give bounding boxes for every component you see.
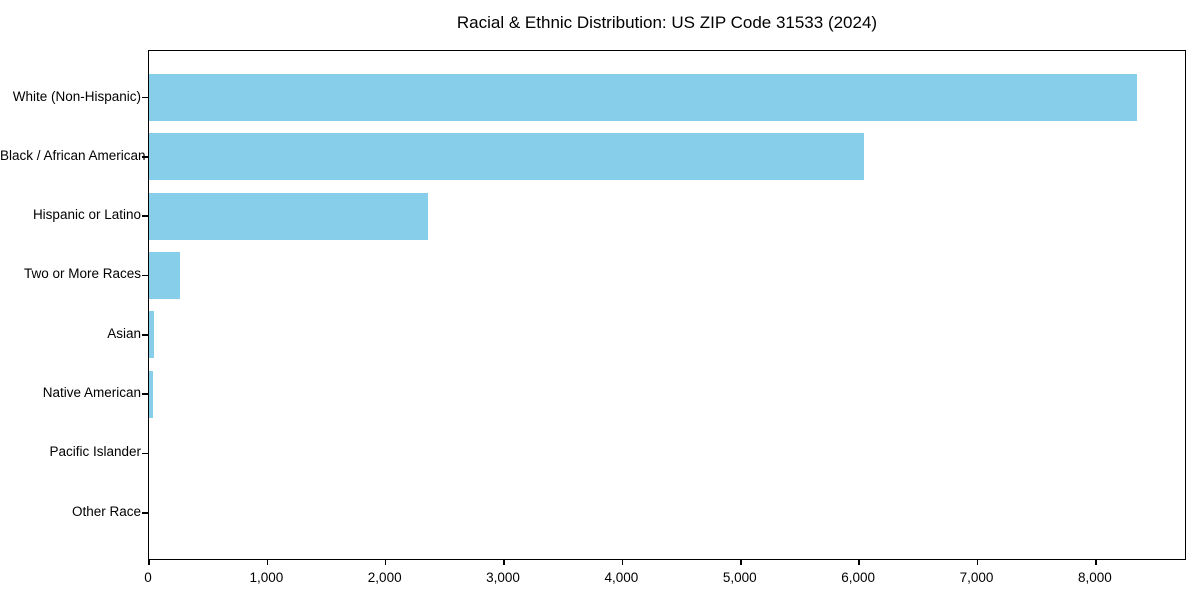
y-axis-tick (142, 274, 149, 277)
bar (149, 311, 154, 359)
plot-area (142, 50, 1186, 565)
x-axis-tick (858, 559, 860, 565)
x-tick-label: 3,000 (486, 570, 520, 585)
y-axis-tick (142, 215, 149, 217)
chart-title: Racial & Ethnic Distribution: US ZIP Cod… (456, 13, 878, 32)
x-axis-tick (621, 559, 624, 565)
y-axis-tick (142, 96, 149, 99)
x-axis-tick (740, 559, 742, 565)
y-axis-tick (142, 156, 149, 158)
y-tick-label: Two or More Races (23, 266, 141, 282)
y-axis-tick (142, 512, 149, 514)
y-tick-label: Black / African American (0, 147, 146, 163)
x-tick-label: 5,000 (722, 570, 757, 585)
y-tick-label: Asian (107, 325, 141, 341)
y-axis-tick (142, 334, 149, 336)
bar (149, 74, 1138, 121)
x-axis-tick (148, 559, 150, 565)
x-tick-label: 1,000 (249, 570, 284, 585)
bar (149, 251, 180, 299)
x-axis-tick (976, 559, 979, 565)
y-tick-label: Pacific Islander (49, 444, 141, 460)
x-axis-tick (384, 559, 387, 565)
y-axis-tick (142, 452, 149, 455)
x-tick-label: 0 (144, 570, 152, 585)
y-tick-label: Other Race (71, 503, 141, 519)
y-tick-label: White (Non-Hispanic) (12, 88, 141, 104)
x-axis-tick (266, 559, 269, 565)
bar (149, 133, 864, 181)
y-tick-label: Native American (42, 385, 141, 401)
y-axis-tick (142, 393, 149, 395)
x-tick-label: 4,000 (604, 570, 639, 585)
x-tick-label: 7,000 (959, 570, 994, 585)
bar (149, 192, 429, 240)
x-tick-label: 8,000 (1077, 570, 1112, 585)
x-axis-tick (1095, 559, 1097, 565)
x-tick-label: 6,000 (841, 570, 876, 585)
x-tick-label: 2,000 (367, 570, 402, 585)
bar (149, 370, 154, 418)
y-tick-label: Hispanic or Latino (32, 207, 141, 223)
x-axis-tick (503, 559, 505, 565)
